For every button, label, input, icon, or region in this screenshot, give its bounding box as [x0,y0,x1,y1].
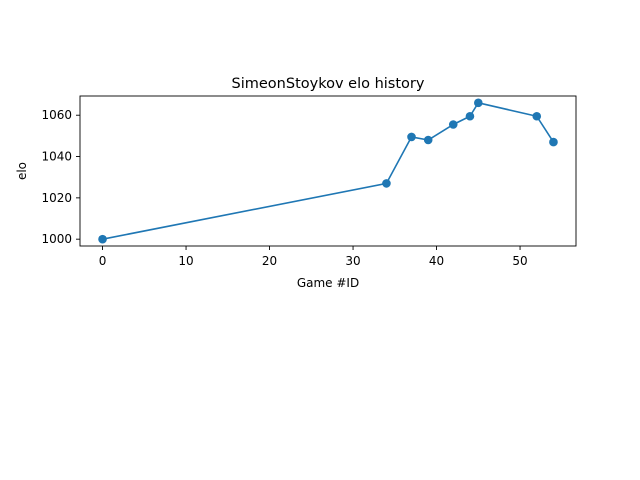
x-tick-label: 30 [345,254,360,268]
x-tick-label: 40 [429,254,444,268]
x-tick-label: 0 [99,254,107,268]
data-point [382,179,391,188]
data-point [98,234,107,244]
y-tick-label: 1000 [41,232,72,246]
data-point [407,132,416,142]
x-axis-label: Game #ID [297,276,359,290]
data-point [549,137,558,147]
y-tick-label: 1020 [41,191,72,205]
data-point [448,120,458,129]
data-point [474,98,483,108]
x-tick-label: 50 [512,254,527,268]
y-tick-label: 1040 [41,150,72,164]
x-tick-label: 10 [178,254,193,268]
data-point [532,111,542,121]
data-point [465,111,475,121]
y-axis-label: elo [15,162,29,180]
axes-frame [79,95,577,247]
data-point [423,135,433,145]
chart-title: SimeonStoykov elo history [232,76,425,92]
y-tick-label: 1060 [41,108,72,122]
x-tick-label: 20 [262,254,277,268]
